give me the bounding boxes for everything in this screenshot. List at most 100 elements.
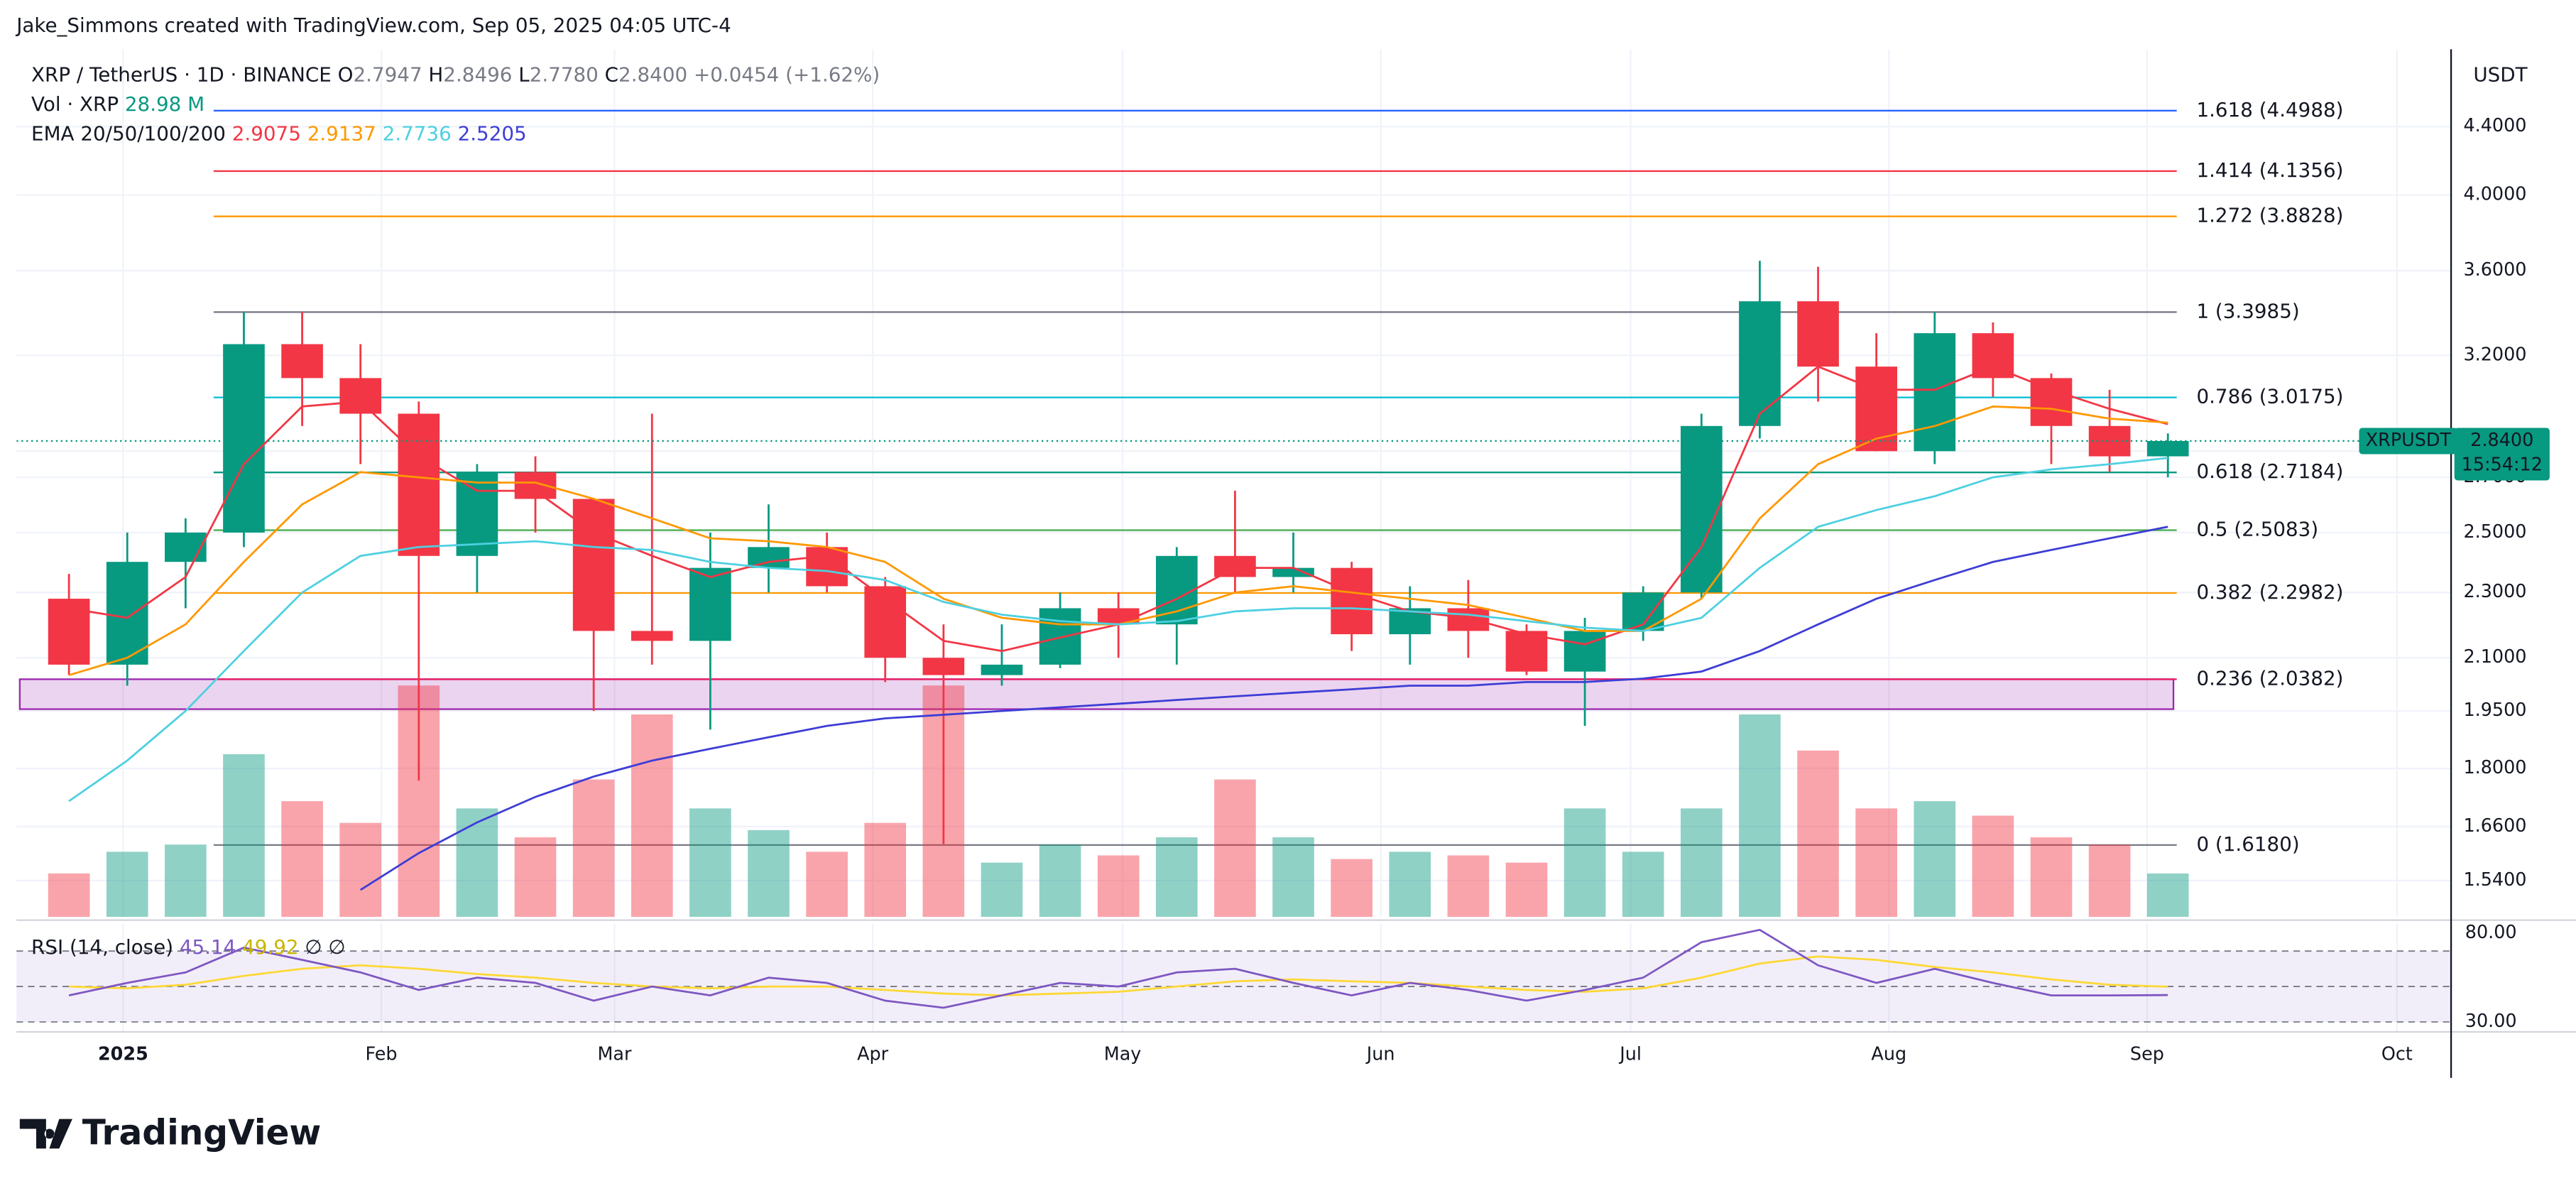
candle-body bbox=[2146, 440, 2189, 457]
legend-volume: Vol · XRP 28.98 M bbox=[31, 92, 204, 116]
volume-bar bbox=[748, 829, 790, 918]
fib-label: 0.236 (2.0382) bbox=[2196, 666, 2343, 690]
candle-body bbox=[1155, 555, 1198, 625]
volume-bar bbox=[1272, 837, 1314, 918]
candle-body bbox=[1039, 608, 1081, 665]
y-tick-label: 2.5000 bbox=[2463, 521, 2526, 543]
ema-value: 2.9137 bbox=[307, 122, 376, 146]
fib-label: 0.786 (3.0175) bbox=[2196, 385, 2343, 408]
ema-line bbox=[68, 457, 2168, 803]
volume-bar bbox=[165, 844, 207, 918]
volume-bar bbox=[1214, 779, 1256, 918]
volume-bar bbox=[48, 873, 90, 918]
candle-body bbox=[1914, 333, 1956, 452]
ohlc-key: L bbox=[518, 62, 530, 86]
rsi-line bbox=[68, 928, 2168, 1009]
axes: 2025 Feb Mar Apr May Jun Jul Aug Sep Oct 4.4000 4.0… bbox=[16, 49, 2576, 1078]
candle-body bbox=[514, 472, 557, 499]
x-tick-label: Sep bbox=[2130, 1043, 2164, 1065]
rsi-tick-label: 30.00 bbox=[2465, 1011, 2517, 1032]
volume-bar bbox=[806, 852, 848, 918]
candle-body bbox=[572, 499, 615, 631]
ohlc-value: 2.7780 bbox=[530, 62, 599, 86]
fib-label: 1.618 (4.4988) bbox=[2196, 98, 2343, 121]
volume-bar bbox=[1505, 862, 1548, 918]
volume-bar bbox=[2088, 844, 2131, 918]
legend-symbol: XRP / TetherUS · 1D · BINANCE O2.7947 H2… bbox=[31, 62, 880, 86]
candle-body bbox=[398, 413, 440, 556]
fib-label: 0 (1.6180) bbox=[2196, 832, 2299, 856]
y-tick-label: 1.9500 bbox=[2463, 700, 2526, 721]
volume-bar bbox=[1039, 844, 1081, 918]
logo-mark bbox=[19, 1119, 72, 1149]
x-tick-label: Feb bbox=[366, 1043, 398, 1065]
volume-bar bbox=[2146, 873, 2189, 918]
y-tick-label: 3.6000 bbox=[2463, 259, 2526, 281]
y-tick-label: 1.8000 bbox=[2463, 757, 2526, 778]
fib-label: 0.382 (2.2982) bbox=[2196, 580, 2343, 604]
legend-ema: EMA 20/50/100/200 2.9075 2.9137 2.7736 2… bbox=[31, 122, 527, 146]
x-tick-label: Oct bbox=[2381, 1043, 2413, 1065]
ohlc-key: C bbox=[605, 62, 618, 86]
volume-label: Vol · XRP bbox=[31, 92, 119, 116]
y-tick-label: 4.4000 bbox=[2463, 115, 2526, 136]
x-tick-label: May bbox=[1104, 1043, 1142, 1065]
volume-bar bbox=[1155, 837, 1198, 918]
volume-bar bbox=[1972, 815, 2014, 918]
y-tick-label: 4.0000 bbox=[2463, 184, 2526, 205]
fib-label: 1.414 (4.1356) bbox=[2196, 158, 2343, 182]
x-tick-label: Apr bbox=[857, 1043, 889, 1065]
rsi-extra: ∅ bbox=[328, 935, 345, 959]
symbol: XRP / TetherUS · 1D · BINANCE bbox=[31, 62, 332, 86]
ohlc-value: 2.8400 bbox=[618, 62, 687, 86]
candle-body bbox=[106, 562, 148, 665]
volume-bar bbox=[514, 837, 557, 918]
y-tick-label: 2.3000 bbox=[2463, 581, 2526, 602]
rsi-value: 45.14 bbox=[180, 935, 236, 959]
volume-value: 28.98 M bbox=[125, 92, 204, 116]
price-badge-text: 2.8400 bbox=[2470, 430, 2533, 451]
ohlc-value: 2.8496 bbox=[443, 62, 512, 86]
brand: TradingView bbox=[82, 1114, 322, 1153]
candle-body bbox=[1797, 301, 1839, 367]
volume-bar bbox=[2030, 837, 2073, 918]
candle-body bbox=[1972, 333, 2014, 379]
candle-body bbox=[631, 631, 673, 641]
ema-value: 2.5205 bbox=[458, 122, 527, 146]
volume-bar bbox=[1680, 808, 1723, 918]
volume-bar bbox=[106, 852, 148, 918]
x-tick-label: Mar bbox=[597, 1043, 632, 1065]
volume-bar bbox=[1097, 855, 1140, 918]
volume-bar bbox=[572, 779, 615, 918]
ohlc-key: H bbox=[428, 62, 443, 86]
volume-bar bbox=[689, 808, 731, 918]
candle-body bbox=[1563, 631, 1606, 672]
price-badge bbox=[2454, 428, 2550, 481]
candle-body bbox=[1855, 366, 1897, 452]
candle-body bbox=[689, 567, 731, 641]
candle-body bbox=[1505, 631, 1548, 672]
logo: TradingView bbox=[19, 1114, 322, 1153]
volume-bar bbox=[1797, 750, 1839, 918]
rsi-ma-value: 49.92 bbox=[242, 935, 298, 959]
candle-body bbox=[1447, 608, 1490, 631]
candle-body bbox=[1214, 555, 1256, 577]
candle-body bbox=[1739, 301, 1781, 426]
rsi-ma-line bbox=[68, 955, 2168, 997]
symbol-badge bbox=[2359, 428, 2458, 455]
rsi-title: RSI (14, close) bbox=[31, 935, 173, 959]
ohlc-key: O bbox=[338, 62, 354, 86]
candle-body bbox=[2088, 425, 2131, 457]
volume-bar bbox=[1447, 855, 1490, 918]
legend-rsi: RSI (14, close) 45.14 49.92 ∅ ∅ bbox=[31, 935, 346, 959]
currency: USDT bbox=[2473, 62, 2528, 86]
fib-label: 1.272 (3.8828) bbox=[2196, 204, 2343, 227]
rsi-tick-label: 80.00 bbox=[2465, 922, 2517, 943]
candle-body bbox=[339, 378, 382, 414]
candle-body bbox=[922, 658, 965, 675]
change: +0.0454 (+1.62%) bbox=[694, 62, 880, 86]
y-tick-label: 1.6600 bbox=[2463, 815, 2526, 837]
volume-bar bbox=[1331, 859, 1372, 918]
